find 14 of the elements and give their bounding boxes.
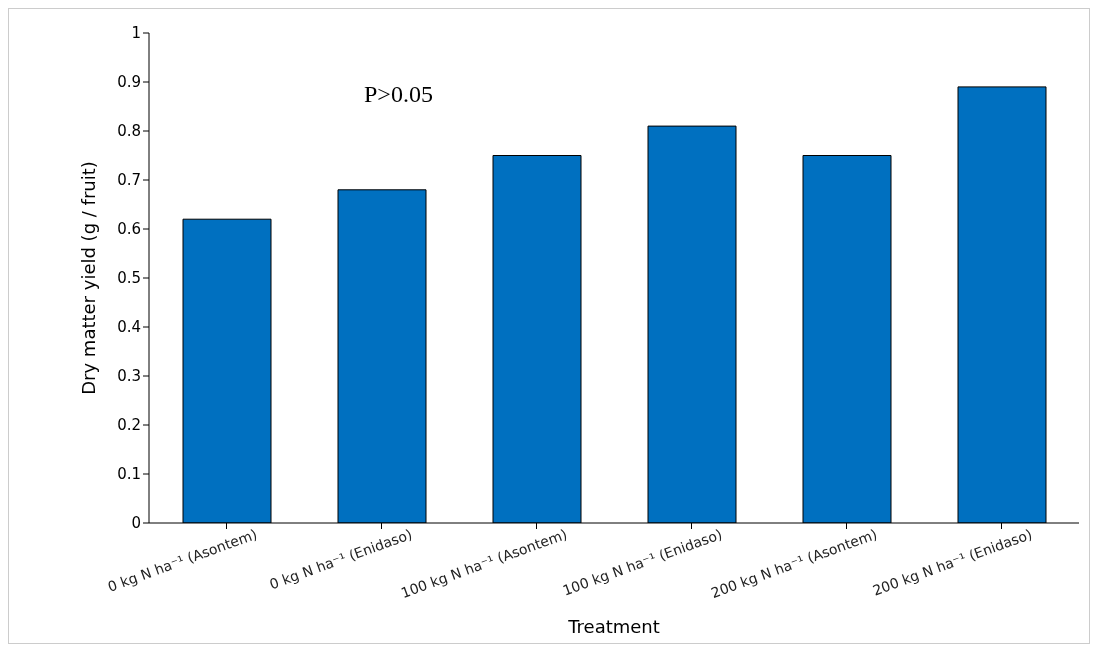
y-tick-label: 0 bbox=[131, 514, 141, 533]
y-tick-label: 1 bbox=[131, 24, 141, 43]
y-tick-label: 0.2 bbox=[117, 416, 141, 435]
x-axis-title: Treatment bbox=[567, 616, 660, 637]
annotation: P>0.05 bbox=[364, 81, 433, 108]
y-tick-label: 0.7 bbox=[117, 171, 141, 190]
y-tick-label: 0.3 bbox=[117, 367, 141, 386]
y-tick-label: 0.9 bbox=[117, 73, 141, 92]
y-tick-label: 0.5 bbox=[117, 269, 141, 288]
y-tick-label: 0.6 bbox=[117, 220, 141, 239]
y-tick-label: 0.8 bbox=[117, 122, 141, 141]
y-axis-title: Dry matter yield (g / fruit) bbox=[78, 161, 100, 395]
y-tick-label: 0.4 bbox=[117, 318, 141, 337]
y-tick-label: 0.1 bbox=[117, 465, 141, 484]
